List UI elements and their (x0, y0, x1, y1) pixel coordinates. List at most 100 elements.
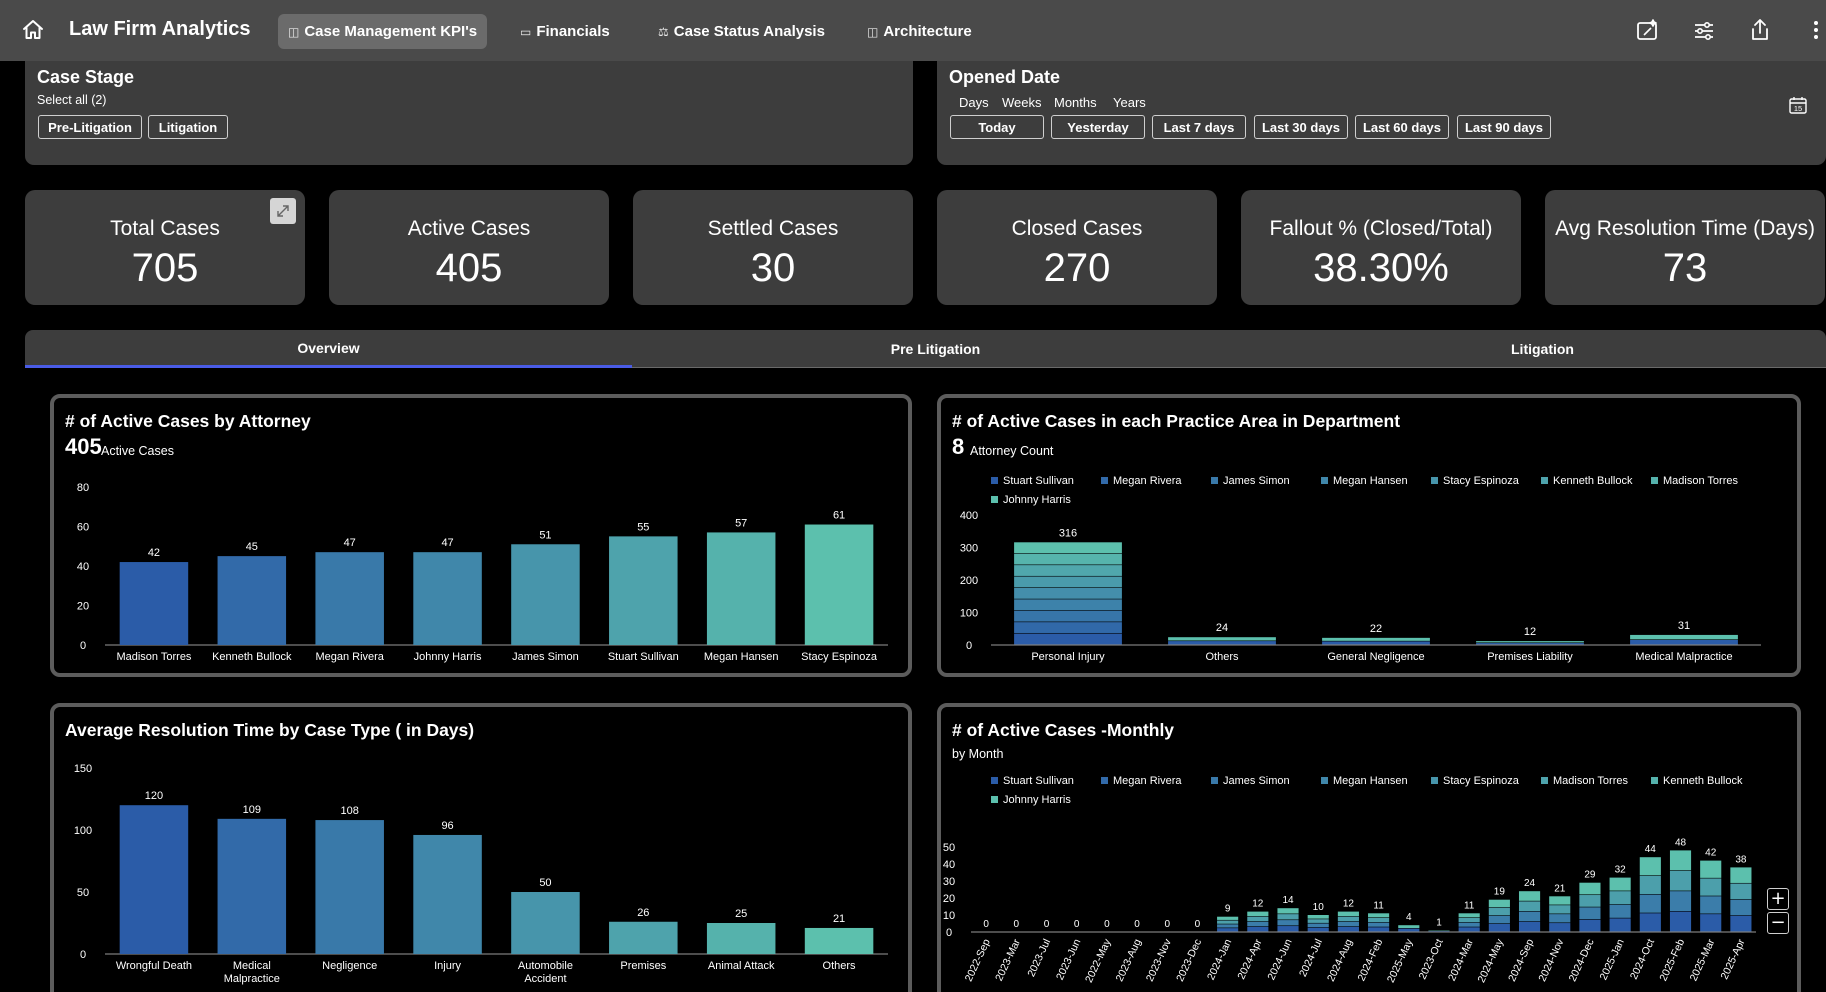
legend-swatch (1321, 777, 1328, 784)
data-label: 0 (1104, 919, 1110, 930)
share-button[interactable] (1746, 16, 1774, 44)
nav-tab-label: Architecture (883, 23, 972, 40)
bar-segment (1609, 877, 1631, 891)
case-stage-filter: Case Stage Select all (2) Pre-Litigation… (25, 61, 913, 165)
date-preset-last-7-days[interactable]: Last 7 days (1152, 115, 1246, 139)
data-label: 12 (1524, 626, 1536, 638)
home-button[interactable] (18, 15, 48, 45)
y-tick-label: 40 (77, 561, 89, 573)
x-tick-label: Malpractice (224, 973, 280, 985)
date-preset-last-30-days[interactable]: Last 30 days (1254, 115, 1348, 139)
chart-headline-label: Attorney Count (970, 444, 1054, 458)
data-label: 316 (1059, 527, 1077, 539)
nav-tab-case-status-analysis[interactable]: ⚖ Case Status Analysis (648, 14, 835, 49)
bar-segment (1549, 923, 1571, 932)
nav-tab-case-management[interactable]: ◫ Case Management KPI's (278, 14, 488, 49)
chart-headline-value: 405 (65, 434, 102, 459)
x-tick-label: Others (1205, 651, 1239, 663)
bar-segment (1518, 891, 1541, 901)
bar-segment (1368, 927, 1390, 932)
bar-segment (1730, 867, 1752, 883)
date-preset-last-60-days[interactable]: Last 60 days (1355, 115, 1449, 139)
home-icon (23, 20, 43, 39)
kpi-label: Avg Resolution Time (Days) (1555, 217, 1815, 240)
zoom-out-button[interactable]: − (1767, 912, 1789, 934)
bar-segment (1277, 908, 1299, 914)
data-label: 11 (1373, 900, 1384, 911)
kpi-fallout-percent: Fallout % (Closed/Total) 38.30% (1241, 190, 1521, 305)
kpi-active-cases: Active Cases 405 (329, 190, 609, 305)
bar-segment (1669, 870, 1692, 891)
calendar-icon[interactable]: 15 (1788, 95, 1808, 115)
tab-litigation[interactable]: Litigation (1511, 341, 1574, 357)
legend-label: Kenneth Bullock (1553, 475, 1633, 487)
x-tick-label: Automobile (518, 960, 573, 972)
bar-segment (1014, 542, 1122, 554)
x-tick-label: 2023-Aug (1114, 937, 1144, 983)
personalize-button[interactable] (1634, 16, 1662, 44)
resolution-time-bar-chart: 0 50 100 150 120 Wrongful Death 109 MedicalMalp… (74, 763, 888, 985)
date-preset-today[interactable]: Today (950, 115, 1044, 139)
page-icon: ◫ (867, 24, 879, 39)
expand-button[interactable] (270, 198, 296, 224)
y-tick-label: 100 (74, 825, 92, 837)
data-label: 25 (735, 908, 747, 920)
date-preset-last-90-days[interactable]: Last 90 days (1457, 115, 1551, 139)
nav-tab-financials[interactable]: ▭ Financials (510, 14, 620, 49)
kpi-settled-cases: Settled Cases 30 (633, 190, 913, 305)
app-title: Law Firm Analytics (69, 18, 251, 40)
case-stage-chip-pre-litigation[interactable]: Pre-Litigation (38, 115, 142, 139)
filters-button[interactable] (1690, 16, 1718, 44)
x-tick-label: Johnny Harris (414, 651, 482, 663)
y-tick-label: 150 (74, 763, 92, 775)
case-stage-chip-litigation[interactable]: Litigation (148, 115, 228, 139)
legend-label: Stacy Espinoza (1443, 475, 1520, 487)
granularity-weeks[interactable]: Weeks (1002, 95, 1042, 110)
kpi-value: 73 (1662, 246, 1708, 290)
legend-label: Madison Torres (1663, 475, 1738, 487)
legend-label: Stuart Sullivan (1003, 775, 1074, 787)
x-tick-label: Madison Torres (116, 651, 191, 663)
section-tabs: Overview Pre Litigation Litigation (25, 330, 1826, 368)
bar-segment (1368, 922, 1390, 927)
tab-pre-litigation[interactable]: Pre Litigation (890, 341, 981, 357)
data-label: 22 (1370, 623, 1382, 635)
date-preset-yesterday[interactable]: Yesterday (1051, 115, 1145, 139)
x-tick-label: Megan Hansen (704, 651, 779, 663)
granularity-days[interactable]: Days (959, 95, 989, 110)
bar-segment (1217, 928, 1239, 932)
y-tick-label: 0 (80, 949, 86, 961)
legend-swatch (1431, 777, 1438, 784)
select-all-option[interactable]: Select all (2) (37, 93, 107, 107)
bar (217, 556, 287, 645)
svg-text:15: 15 (1794, 104, 1802, 113)
top-navigation-bar: Law Firm Analytics ◫ Case Management KPI… (0, 0, 1826, 61)
bar-segment (1014, 587, 1122, 599)
bar (609, 536, 678, 645)
monthly-stacked-bar-chart: Stuart Sullivan Megan Rivera James Simon Me… (943, 775, 1756, 985)
x-tick-label: 2022-May (1083, 937, 1114, 985)
tab-overview[interactable]: Overview (25, 330, 632, 368)
bar (804, 524, 874, 645)
chart-title: # of Active Cases in each Practice Area … (952, 411, 1401, 431)
legend-label: Stacy Espinoza (1443, 775, 1520, 787)
sliders-icon (1695, 22, 1713, 40)
data-label: 108 (341, 805, 359, 817)
opened-date-filter: Opened Date Days Weeks Months Years Toda… (937, 61, 1826, 165)
bar (511, 892, 580, 954)
more-options-button[interactable] (1802, 16, 1822, 44)
legend-swatch (1431, 477, 1438, 484)
nav-tab-architecture[interactable]: ◫ Architecture (857, 14, 982, 49)
y-tick-label: 40 (943, 859, 955, 871)
share-icon (1752, 19, 1768, 40)
granularity-years[interactable]: Years (1113, 95, 1146, 110)
kpi-value: 705 (131, 246, 199, 290)
data-label: 0 (1044, 919, 1050, 930)
kpi-label: Closed Cases (1011, 217, 1143, 240)
data-label: 10 (1313, 902, 1325, 913)
data-label: 4 (1406, 912, 1412, 923)
bar-segment (1458, 913, 1480, 918)
zoom-in-button[interactable]: + (1767, 888, 1789, 910)
y-tick-label: 80 (77, 482, 89, 494)
granularity-months[interactable]: Months (1054, 95, 1097, 110)
